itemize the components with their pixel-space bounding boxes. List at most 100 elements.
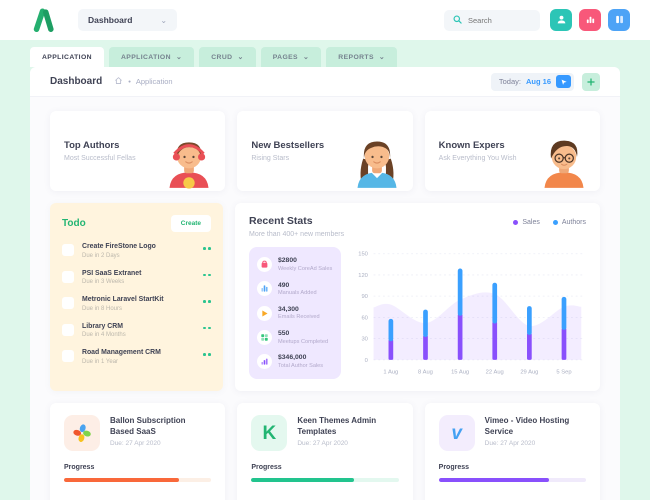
promo-title: New Bestsellers xyxy=(251,140,325,151)
project-card[interactable]: v Vimeo - Video Hosting Service Due: 27 … xyxy=(424,403,600,500)
todo-item-text: Create FireStone Logo Due in 2 Days xyxy=(82,243,156,259)
todo-checkbox[interactable] xyxy=(62,323,74,336)
svg-text:0: 0 xyxy=(365,358,369,364)
svg-text:1 Aug: 1 Aug xyxy=(383,369,398,375)
girl-blue-avatar xyxy=(351,131,403,191)
columns-button[interactable] xyxy=(608,9,630,31)
flower-logo-icon xyxy=(64,415,100,451)
item-menu-dots-icon[interactable] xyxy=(203,243,211,250)
todo-checkbox[interactable] xyxy=(62,350,74,362)
promo-card[interactable]: Top Authors Most Successful Fellas xyxy=(50,111,226,191)
project-due: Due: 27 Apr 2020 xyxy=(484,440,536,448)
legend-item: Sales xyxy=(513,219,540,226)
todo-item-title: Metronic Laravel StartKit xyxy=(82,296,164,303)
todo-item[interactable]: Road Management CRM Due in 1 Year xyxy=(62,349,211,365)
search-icon xyxy=(453,11,462,29)
todo-checkbox[interactable] xyxy=(62,244,74,256)
tab[interactable]: CRUD ⌄ xyxy=(199,47,256,67)
project-text: Ballon Subscription Based SaaS Due: 27 A… xyxy=(110,415,211,447)
legend-dot-icon xyxy=(552,220,558,225)
stat-text: $346,000 Total Author Sales xyxy=(278,354,323,369)
todo-checkbox[interactable] xyxy=(62,297,74,309)
promo-subtitle: Ask Everything You Wish xyxy=(438,155,517,162)
todo-item-due: Due in 3 Weeks xyxy=(82,279,125,285)
stat-summary-item: $2800 Weekly CoreAd Sales xyxy=(257,257,333,272)
search-input[interactable] xyxy=(468,15,530,25)
todo-item-due: Due in 4 Months xyxy=(82,332,126,338)
stat-label: Emails Received xyxy=(278,314,320,321)
legend-item: Authors xyxy=(552,219,586,226)
todo-item[interactable]: PSI SaaS Extranet Due in 3 Weeks xyxy=(62,269,211,285)
today-label: Today: xyxy=(498,77,521,86)
top-header: Dashboard ⌄ xyxy=(0,0,650,40)
tab[interactable]: APPLICATION ⌄ xyxy=(108,47,195,67)
todo-checkbox[interactable] xyxy=(62,270,74,283)
bar-chart-button[interactable] xyxy=(579,9,601,31)
stat-value: 550 xyxy=(278,330,290,337)
todo-item[interactable]: Create FireStone Logo Due in 2 Days xyxy=(62,243,211,259)
todo-item-due: Due in 2 Days xyxy=(82,252,120,259)
stat-label: Total Author Sales xyxy=(278,362,324,369)
brand-logo-icon[interactable] xyxy=(30,8,56,32)
todo-item[interactable]: Metronic Laravel StartKit Due in 8 Hours xyxy=(62,296,211,312)
promo-subtitle: Most Successful Fellas xyxy=(64,155,136,162)
recent-stats-chart: 0 30 60 90 120 150 1 Aug 8 Aug 15 Aug 22 Aug 29 Au… xyxy=(358,252,585,375)
columns-icon xyxy=(614,13,625,28)
stat-text: 490 Manuals Added xyxy=(278,282,317,297)
middle-row: Todo Create Create FireStone Logo Due in… xyxy=(50,203,600,391)
tab[interactable]: PAGES ⌄ xyxy=(260,47,322,67)
today-value: Aug 16 xyxy=(525,77,551,86)
project-text: Vimeo - Video Hosting Service Due: 27 Ap… xyxy=(485,415,586,447)
add-button[interactable] xyxy=(582,72,600,91)
boy-red-avatar xyxy=(163,131,215,191)
todo-item-text: Library CRM Due in 4 Months xyxy=(82,323,126,339)
user-button[interactable] xyxy=(550,9,572,31)
vimeo-logo-icon: v xyxy=(438,415,475,451)
bars-icon xyxy=(257,354,272,369)
stat-summary-item: $346,000 Total Author Sales xyxy=(257,354,333,369)
promo-card[interactable]: Known Expers Ask Everything You Wish xyxy=(424,111,600,191)
promo-title: Known Expers xyxy=(438,140,505,151)
user-icon xyxy=(556,13,567,28)
legend-label: Authors xyxy=(561,219,586,226)
promo-card[interactable]: New Bestsellers Rising Stars xyxy=(237,111,413,191)
todo-item[interactable]: Library CRM Due in 4 Months xyxy=(62,323,211,339)
boy-glasses-avatar xyxy=(538,131,590,191)
stat-value: $2800 xyxy=(278,257,297,265)
date-picker-icon xyxy=(556,75,571,88)
home-icon[interactable] xyxy=(114,76,123,87)
tab[interactable]: APPLICATION xyxy=(30,47,104,67)
tab[interactable]: REPORTS ⌄ xyxy=(326,47,398,67)
stat-label: Meetups Completed xyxy=(278,338,329,345)
chart-legend: Sales Authors xyxy=(513,215,586,226)
todo-list: Create FireStone Logo Due in 2 Days PSI … xyxy=(62,243,211,365)
project-card[interactable]: K Keen Themes Admin Templates Due: 27 Ap… xyxy=(237,403,413,500)
item-menu-dots-icon[interactable] xyxy=(203,296,211,303)
todo-item-title: Create FireStone Logo xyxy=(82,243,156,250)
search-box[interactable] xyxy=(444,9,540,31)
stat-summary-item: 490 Manuals Added xyxy=(257,281,333,297)
item-menu-dots-icon[interactable] xyxy=(203,323,211,330)
todo-header: Todo Create xyxy=(62,215,211,232)
promo-subtitle: Rising Stars xyxy=(251,155,290,162)
tab-label: PAGES xyxy=(272,53,298,61)
item-menu-dots-icon[interactable] xyxy=(203,270,211,277)
tab-bar: APPLICATION APPLICATION ⌄ CRUD ⌄ PAGES ⌄… xyxy=(0,40,650,67)
todo-item-title: PSI SaaS Extranet xyxy=(82,269,142,277)
project-title: Vimeo - Video Hosting Service xyxy=(484,416,570,437)
date-range-button[interactable]: Today: Aug 16 xyxy=(490,72,574,91)
breadcrumb-separator: • xyxy=(128,77,131,86)
create-button[interactable]: Create xyxy=(170,215,211,232)
breadcrumb-section[interactable]: Application xyxy=(135,77,173,86)
project-header: Ballon Subscription Based SaaS Due: 27 A… xyxy=(64,415,211,451)
workspace-selector[interactable]: Dashboard ⌄ xyxy=(78,9,178,31)
play-icon xyxy=(257,305,272,321)
project-card[interactable]: Ballon Subscription Based SaaS Due: 27 A… xyxy=(50,403,226,500)
stats-titles: Recent Stats More than 400+ new members xyxy=(249,215,344,238)
progress-label: Progress xyxy=(438,464,470,471)
breadcrumb-bar: Dashboard • Application Today: Aug 16 xyxy=(30,67,620,97)
grid-icon xyxy=(257,329,272,345)
progress-fill xyxy=(251,478,355,482)
item-menu-dots-icon[interactable] xyxy=(203,349,211,356)
